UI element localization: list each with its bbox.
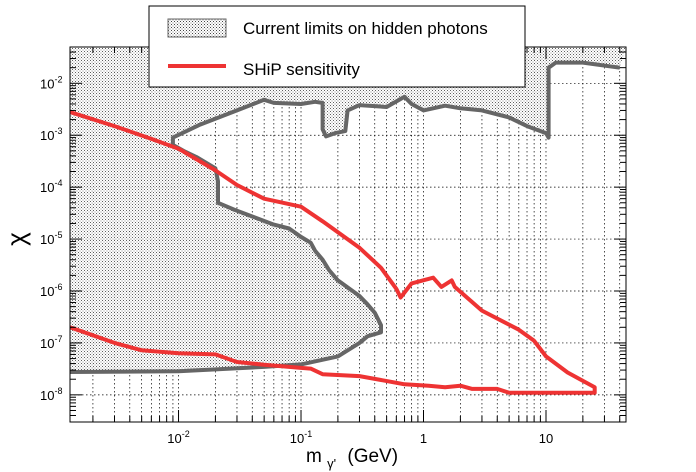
x-tick-label: 10 [539, 431, 553, 446]
y-tick-label: 10-8 [40, 386, 62, 403]
y-tick-label: 10-7 [40, 334, 62, 351]
y-tick-label: 10-3 [40, 126, 62, 143]
legend-swatch-current-limits [167, 18, 227, 38]
excluded-region [70, 47, 626, 373]
series-layer [70, 47, 626, 395]
legend-label-current-limits: Current limits on hidden photons [243, 19, 488, 38]
x-axis-title-base: m [306, 446, 322, 467]
legend-label-ship: SHiP sensitivity [243, 60, 360, 79]
y-axis-title: χ [1, 232, 31, 246]
x-axis-title-unit: (GeV) [347, 446, 398, 467]
legend: Current limits on hidden photons SHiP se… [148, 5, 526, 88]
y-tick-label: 10-4 [40, 178, 62, 195]
x-axis-title-group: m γ' (GeV) [306, 446, 398, 472]
svg-text:m γ' (GeV): m γ' (GeV) [306, 446, 398, 472]
y-tick-label: 10-5 [40, 230, 62, 247]
x-tick-label: 10-2 [167, 429, 189, 446]
y-tick-label: 10-6 [40, 282, 62, 299]
current-limits-boundary [70, 60, 620, 374]
x-axis-title-sub: γ' [327, 456, 336, 471]
x-tick-label: 1 [420, 431, 427, 446]
x-tick-label: 10-1 [290, 429, 312, 446]
y-tick-label: 10-2 [40, 74, 62, 91]
tick-labels: 10-2 10-1 1 10 10-2 10-3 10-4 10-5 10-6 10-7 10-8 [40, 74, 553, 446]
ticks [70, 46, 626, 423]
ship-sensitivity-curve [70, 110, 597, 395]
y-axis-title-group: χ [1, 232, 31, 246]
